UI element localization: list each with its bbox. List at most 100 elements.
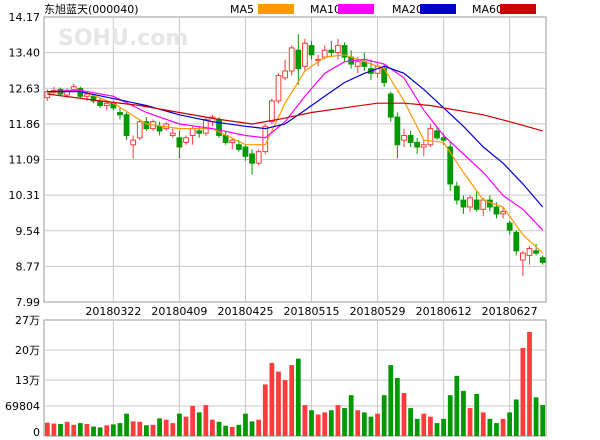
- candle-body: [500, 211, 506, 215]
- price-tick-label: 11.09: [9, 154, 41, 167]
- volume-bar: [474, 393, 480, 436]
- candle-body: [513, 231, 520, 252]
- volume-bar: [513, 399, 519, 436]
- candle-body: [506, 222, 513, 231]
- candle-body: [123, 114, 130, 137]
- volume-bar: [236, 424, 242, 436]
- volume-bar: [137, 421, 143, 436]
- candle-body: [328, 49, 335, 54]
- volume-bar: [388, 365, 394, 436]
- volume-bar: [256, 419, 262, 436]
- candle-body: [308, 45, 315, 56]
- volume-bar: [216, 421, 222, 436]
- candle-body: [335, 45, 341, 54]
- volume-bar: [309, 410, 314, 436]
- candle-body: [84, 93, 90, 97]
- candle-body: [189, 128, 196, 137]
- volume-bar: [71, 424, 77, 436]
- candle-body: [440, 137, 447, 141]
- candle-body: [341, 45, 348, 58]
- volume-bar: [487, 418, 493, 436]
- legend-label-ma60: MA60: [472, 3, 503, 16]
- volume-bar: [348, 395, 354, 436]
- candle-body: [249, 153, 255, 164]
- candle-body: [533, 250, 539, 254]
- candle-body: [282, 70, 288, 79]
- candle-body: [407, 135, 414, 143]
- candle-body: [222, 135, 229, 143]
- candle-body: [130, 139, 137, 146]
- legend-label-ma20: MA20: [392, 3, 423, 16]
- candlesticks: [44, 34, 546, 277]
- legend-swatch-ma10: [338, 4, 374, 14]
- volume-bar: [124, 413, 129, 436]
- volume-bar: [157, 418, 162, 436]
- candle-body: [183, 137, 189, 143]
- volume-bar: [467, 408, 473, 436]
- date-tick-label: 20180515: [284, 305, 340, 318]
- volume-bar: [480, 412, 486, 436]
- moving-average-lines: [47, 54, 544, 254]
- legend: MA5 MA10 MA20 MA60: [230, 3, 536, 16]
- candle-body: [196, 130, 203, 134]
- volume-bar: [223, 425, 229, 436]
- volume-bar: [58, 423, 63, 436]
- date-tick-label: 20180425: [217, 305, 273, 318]
- volume-bar: [97, 427, 103, 436]
- volume-bar: [322, 412, 328, 436]
- candle-body: [473, 199, 480, 210]
- volume-bar: [144, 425, 149, 436]
- legend-label-ma5: MA5: [230, 3, 254, 16]
- candle-body: [117, 111, 123, 116]
- candle-body: [169, 132, 176, 137]
- candle-body: [242, 146, 249, 157]
- legend-swatch-ma60: [500, 4, 536, 14]
- price-tick-label: 10.31: [9, 189, 41, 202]
- candle-body: [229, 139, 236, 143]
- candle-body: [434, 130, 440, 139]
- volume-bar: [262, 384, 268, 436]
- volume-bar: [249, 421, 255, 436]
- volume-bars: [44, 332, 546, 436]
- volume-bar: [408, 408, 413, 436]
- volume-bar: [500, 418, 506, 436]
- date-tick-label: 20180612: [416, 305, 472, 318]
- volume-bar: [335, 405, 341, 436]
- volume-bar: [203, 405, 209, 436]
- candle-body: [269, 100, 275, 123]
- candle-body: [401, 135, 407, 141]
- volume-tick-label: 20万: [15, 344, 40, 357]
- volume-axis-labels: 27万 20万 13万 69804 0: [5, 314, 40, 439]
- price-tick-label: 8.77: [16, 260, 41, 273]
- volume-bar: [177, 413, 182, 436]
- volume-bar: [421, 413, 427, 436]
- watermark: SOHU.com: [58, 26, 188, 51]
- volume-bar: [342, 408, 347, 436]
- candle-body: [539, 257, 546, 263]
- date-axis-labels: 20180322 20180409 20180425 20180515 20180529…: [85, 305, 537, 318]
- candle-body: [275, 75, 282, 102]
- volume-bar: [210, 419, 215, 436]
- volume-bar: [302, 405, 308, 436]
- volume-bar: [414, 418, 420, 436]
- candle-body: [262, 125, 269, 153]
- candle-body: [202, 118, 209, 134]
- candle-body: [394, 116, 401, 146]
- volume-bar: [533, 397, 539, 436]
- volume-bar: [428, 416, 433, 436]
- volume-bar: [520, 347, 526, 436]
- volume-bar: [163, 419, 169, 436]
- candle-body: [295, 49, 302, 70]
- candle-body: [90, 95, 97, 102]
- volume-bar: [454, 375, 460, 436]
- volume-bar: [44, 422, 50, 436]
- volume-bar: [401, 393, 407, 436]
- volume-plot-frame: [43, 319, 547, 437]
- candle-body: [526, 248, 533, 256]
- candle-body: [302, 42, 308, 67]
- volume-bar: [381, 395, 387, 436]
- volume-bar: [434, 423, 440, 436]
- price-axis-labels: 14.17 13.40 12.63 11.86 11.09 10.31 9.54 8.77 7.…: [9, 11, 41, 309]
- candle-body: [156, 125, 163, 132]
- volume-bar: [130, 421, 136, 436]
